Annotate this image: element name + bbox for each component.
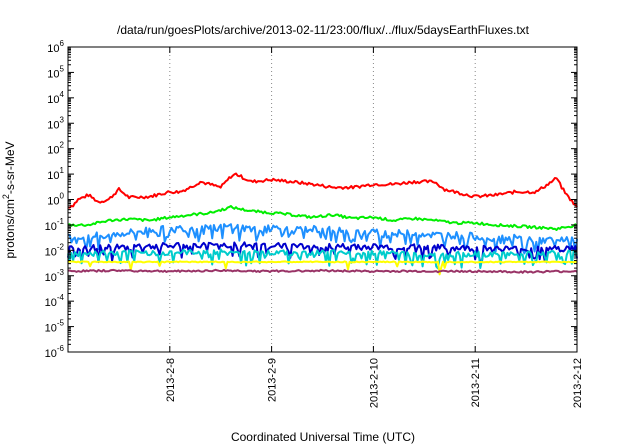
y-tick-label: 105 [47,64,64,80]
grid [169,47,476,352]
y-tick-base: 10 [47,43,59,55]
series-line-7 [67,268,578,274]
y-tick-base: 10 [47,68,59,80]
y-tick-base: 10 [45,348,57,360]
chart-title: /data/run/goesPlots/archive/2013-02-11/2… [117,23,530,37]
x-tick-label: 2013-2-12 [572,358,584,408]
y-tick-label: 10-2 [45,242,65,258]
series-line-1 [67,172,578,209]
y-tick-base: 10 [45,246,57,258]
y-axis-label-rest: -s-sr-MeV [3,141,17,194]
y-tick-exp: -6 [57,344,65,353]
y-tick-exp: 2 [60,141,65,150]
y-tick-exp: 4 [60,90,65,99]
y-axis-label-sup: 2 [1,194,11,199]
y-tick-base: 10 [47,94,59,106]
y-tick-label: 101 [47,166,64,182]
y-tick-base: 10 [45,272,57,284]
y-tick-exp: 5 [60,64,65,73]
x-axis: 2013-2-8 2013-2-9 2013-2-10 2013-2-11 2013-2… [165,47,584,408]
y-tick-base: 10 [45,323,57,335]
y-tick-label: 104 [47,90,64,106]
y-tick-label: 10-6 [45,344,65,360]
plot-frame [67,46,578,353]
series-group [67,172,578,276]
y-tick-exp: -3 [57,268,65,277]
y-tick-label: 102 [47,141,64,157]
y-tick-label: 10-5 [45,319,65,335]
x-tick-label: 2013-2-11 [470,358,482,407]
y-tick-exp: 1 [60,166,65,175]
y-tick-label: 106 [47,39,64,55]
y-tick-label: 10-1 [45,217,65,233]
y-tick-base: 10 [47,170,59,182]
y-tick-exp: 6 [60,39,65,48]
y-tick-exp: -1 [57,217,65,226]
series-line-6 [67,260,578,276]
y-tick-base: 10 [47,119,59,131]
y-tick-exp: -5 [57,319,65,328]
x-tick-label: 2013-2-9 [267,358,279,402]
y-tick-label: 100 [47,192,64,208]
y-tick-exp: -2 [57,242,65,251]
y-tick-label: 10-4 [45,293,65,309]
x-tick-label: 2013-2-10 [368,358,380,408]
y-tick-base: 10 [47,196,59,208]
y-tick-exp: -4 [57,293,65,302]
y-axis-label: protons/cm2-s-sr-MeV [1,141,17,258]
series-line-3 [67,223,578,255]
y-tick-base: 10 [45,221,57,233]
y-tick-exp: 0 [60,192,65,201]
y-tick-exp: 3 [60,115,65,124]
series-line-5 [67,248,578,270]
y-axis: 10-610-510-410-310-210-11001011021031041… [45,39,577,360]
y-tick-label: 10-3 [45,268,65,284]
y-tick-label: 103 [47,115,64,131]
y-axis-label-main: protons/cm [3,199,17,258]
series-line-2 [67,205,578,231]
y-tick-base: 10 [47,145,59,157]
y-tick-base: 10 [45,297,57,309]
x-tick-label: 2013-2-8 [165,358,177,402]
x-axis-label: Coordinated Universal Time (UTC) [231,430,415,444]
series-line-4 [67,241,578,264]
